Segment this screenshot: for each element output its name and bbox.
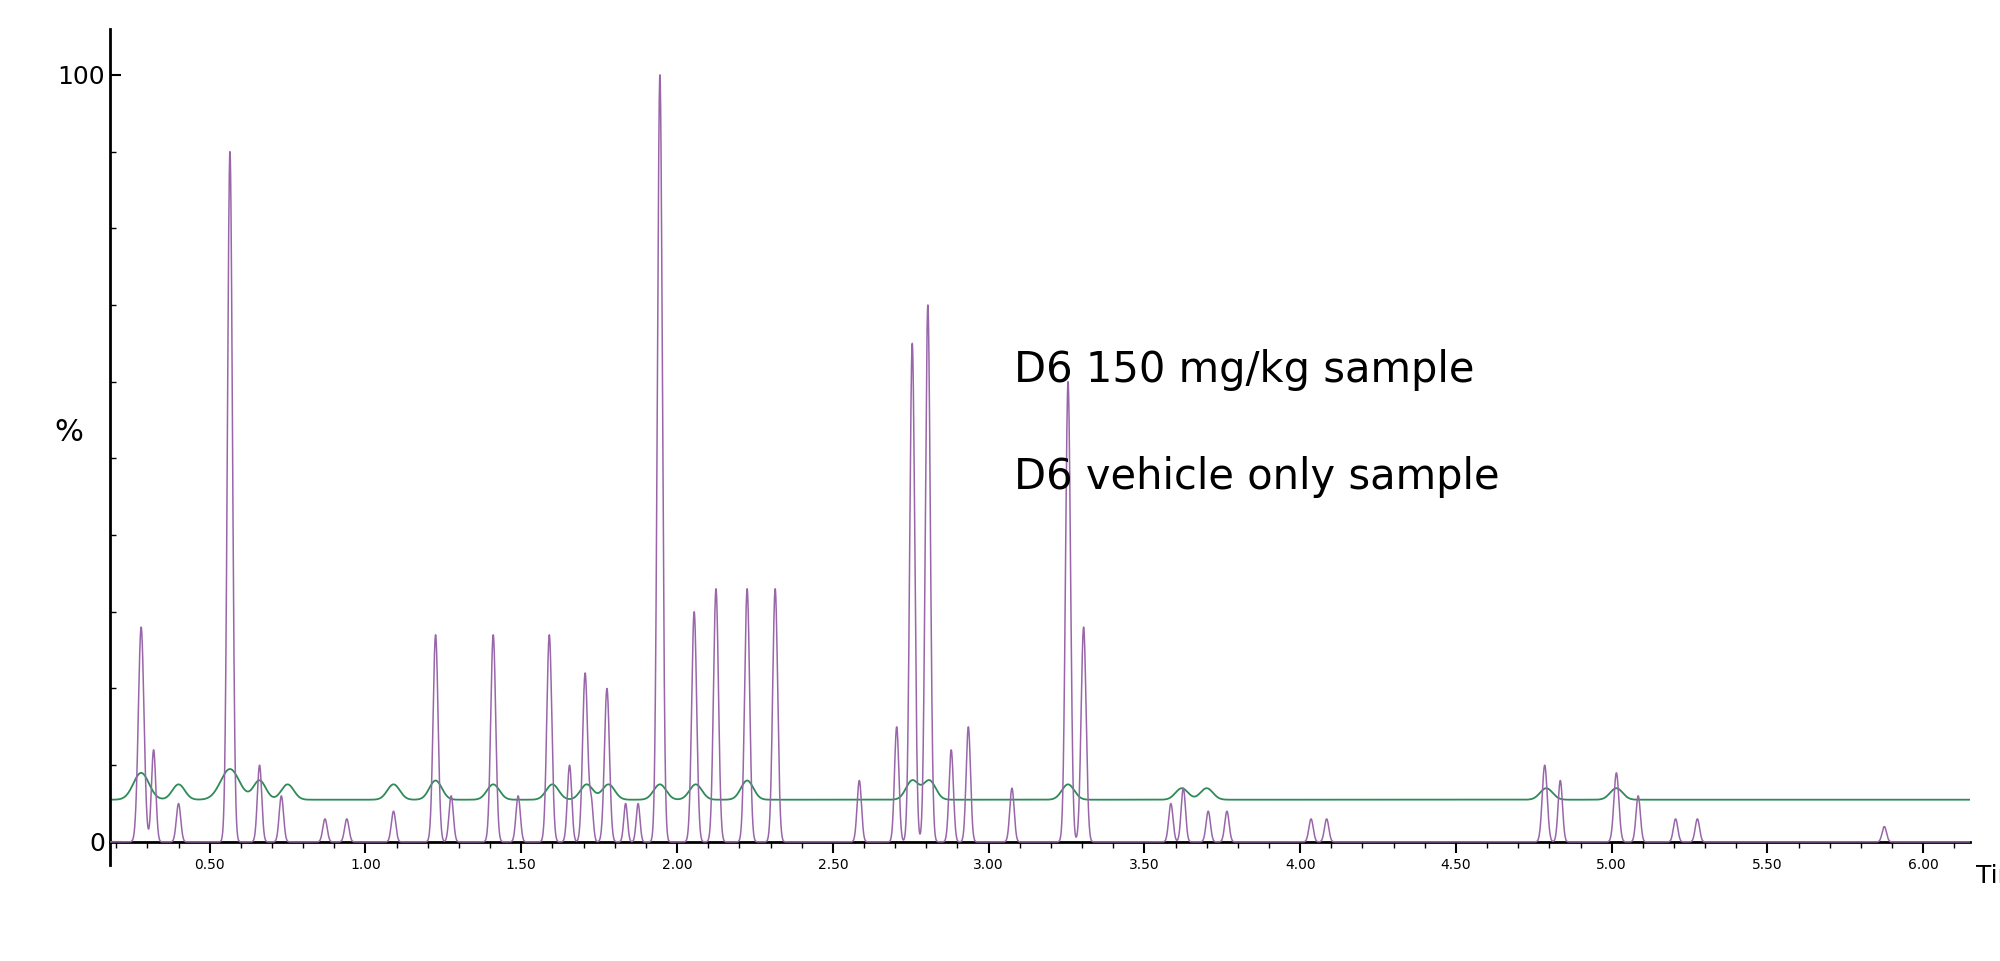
Text: Time: Time <box>1976 864 2000 888</box>
Y-axis label: %: % <box>54 418 84 447</box>
Text: D6 vehicle only sample: D6 vehicle only sample <box>1014 456 1500 498</box>
Text: D6 150 mg/kg sample: D6 150 mg/kg sample <box>1014 349 1474 391</box>
